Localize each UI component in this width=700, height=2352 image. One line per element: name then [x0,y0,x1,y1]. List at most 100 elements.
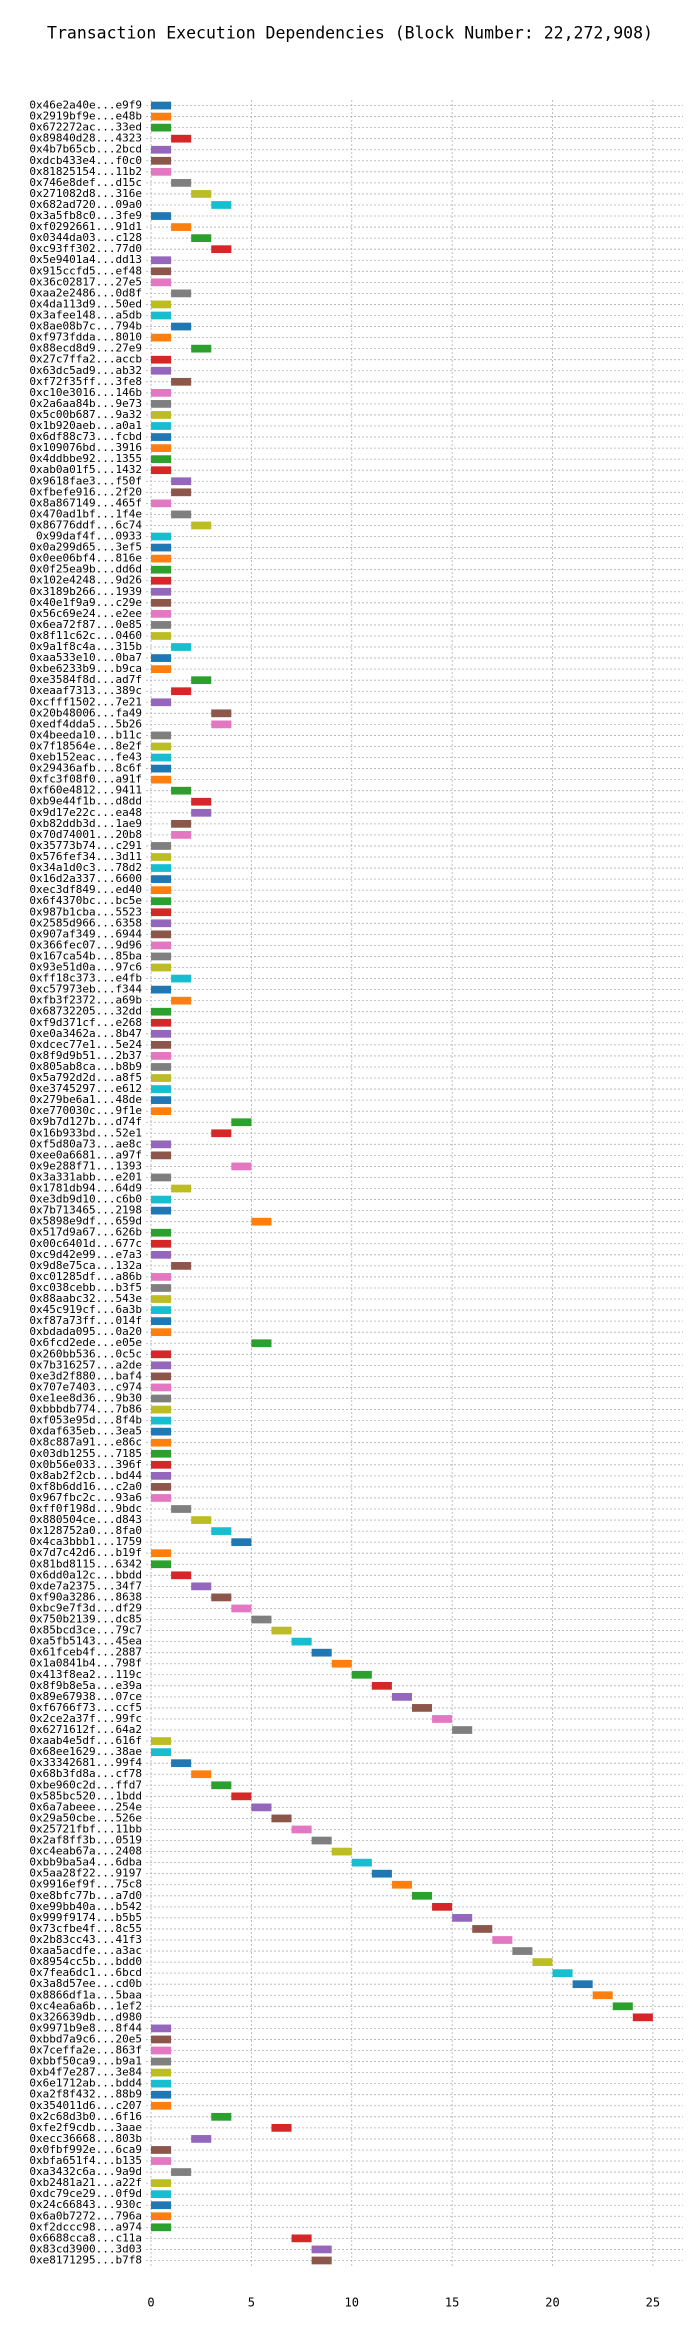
bar [151,1560,172,1569]
bar [171,377,192,386]
y-tick-label: 0x5898e9df...659d [29,1215,142,1228]
bar [171,1571,192,1580]
bar [191,1516,212,1524]
bar [151,1040,172,1049]
y-tick-label: 0xb4f7e287...3e84 [29,2066,142,2079]
y-tick-label: 0x6dd0a12c...bbdd [29,1568,142,1581]
y-tick-label: 0x8ae08b7c...794b [29,320,142,333]
y-tick-label: 0xdcec77e1...5e24 [29,1038,142,1051]
y-tick-label: 0x9916ef9f...75c8 [29,1878,142,1891]
bar [512,1947,533,1955]
bar [171,786,192,795]
y-tick-label: 0xeb152eac...fe43 [29,751,142,764]
bar [171,134,192,143]
bar [151,355,172,364]
bar [151,1107,172,1116]
y-tick-label: 0x4da113d9...50ed [29,297,142,310]
y-tick-label: 0x8a867149...465f [29,496,142,509]
y-tick-label: 0x83cd3900...3d03 [29,2242,142,2255]
bar [552,1969,573,1978]
y-tick-label: 0xc57973eb...f344 [29,983,142,996]
y-tick-label: 0x6688cca8...c11a [29,2231,142,2244]
y-tick-label: 0x413f8ea2...119c [29,1668,142,1681]
bar [452,1726,473,1734]
y-tick-label: 0x915ccfd5...ef48 [29,264,142,277]
bar [251,1339,272,1348]
bar [171,643,192,651]
bar [151,753,172,762]
bar [151,632,172,640]
bar [171,322,192,331]
bar [151,167,172,176]
bar [432,1715,453,1723]
bar [211,245,232,254]
y-tick-label: 0xa3432c6a...9a9d [29,2165,142,2178]
bar [151,1239,172,1248]
y-tick-label: 0x750b2139...dc85 [29,1613,142,1626]
bar [211,201,232,209]
y-tick-label: 0x63dc5ad9...ab32 [29,364,142,377]
bar [151,985,172,994]
y-tick-label: 0x0b56e033...396f [29,1458,142,1471]
y-tick-label: 0x0fbf992e...6ca9 [29,2143,142,2156]
y-tick-label: 0x0a299d65...3ef5 [29,541,142,554]
y-tick-label: 0x3189b266...1939 [29,585,142,598]
bar [271,1626,292,1635]
y-tick-label: 0x93e51d0a...97c6 [29,961,142,974]
y-tick-label: 0xbc9e7f3d...df29 [29,1601,142,1614]
y-tick-label: 0x967fbc2c...93a6 [29,1491,142,1504]
x-tick-label: 20 [545,2296,559,2310]
bar [151,1471,172,1480]
x-tick-label: 15 [445,2296,459,2310]
bar [151,532,172,541]
bar [151,731,172,740]
y-tick-label: 0x3a5fb8c0...3fe9 [29,209,142,222]
y-tick-label: 0xc4ea6a6b...1ef2 [29,1999,142,2012]
y-tick-label: 0x4ddbbe92...1355 [29,452,142,465]
bar [151,1195,172,1204]
y-tick-label: 0xeaaf7313...389c [29,684,142,697]
bar [151,1317,172,1326]
y-tick-label: 0x746e8def...d15c [29,176,142,189]
bar [151,842,172,850]
bar [151,278,172,287]
bar [251,1803,272,1812]
x-tick-label: 5 [248,2296,255,2310]
y-tick-label: 0xbbbdb774...7b86 [29,1403,142,1416]
y-tick-label: 0x89e67938...07ce [29,1690,142,1703]
y-tick-label: 0x45c919cf...6a3b [29,1303,142,1316]
bar [411,1891,433,1900]
y-tick-label: 0x354011d6...c207 [29,2099,142,2112]
y-tick-label: 0xfbefe916...2f20 [29,485,142,498]
y-tick-label: 0x517d9a67...626b [29,1226,142,1239]
y-tick-label: 0xec3df849...ed40 [29,883,142,896]
bar [191,1770,212,1779]
y-tick-label: 0x7fea6dc1...6bcd [29,1966,142,1979]
y-tick-label: 0x5aa28f22...9197 [29,1867,142,1880]
bar [171,179,192,187]
bar [151,2079,172,2088]
bar [151,576,172,585]
y-tick-label: 0x2af8ff3b...0519 [29,1834,142,1847]
bar [151,433,172,441]
bar [151,156,172,165]
y-tick-label: 0xe770030c...9f1e [29,1104,142,1117]
bar [211,720,232,729]
bar [151,621,172,629]
bar [171,510,192,519]
y-tick-label: 0x8f9b8e5a...e39a [29,1679,142,1692]
bar [291,2234,312,2243]
y-tick-label: 0xbdada095...0a20 [29,1325,142,1338]
y-tick-label: 0x00c6401d...677c [29,1237,142,1250]
y-tick-label: 0x0ee06bf4...816e [29,552,142,565]
bar [151,2179,172,2187]
bar [251,1615,272,1624]
y-tick-label: 0xaa2e2486...0d8f [29,286,142,299]
y-tick-label: 0x89840d28...4323 [29,132,142,145]
bar [151,1173,172,1182]
bar [171,996,192,1005]
bar [151,775,172,784]
bar [151,2024,172,2033]
y-tick-label: 0x0344da03...c128 [29,231,142,244]
bar [151,1449,172,1458]
